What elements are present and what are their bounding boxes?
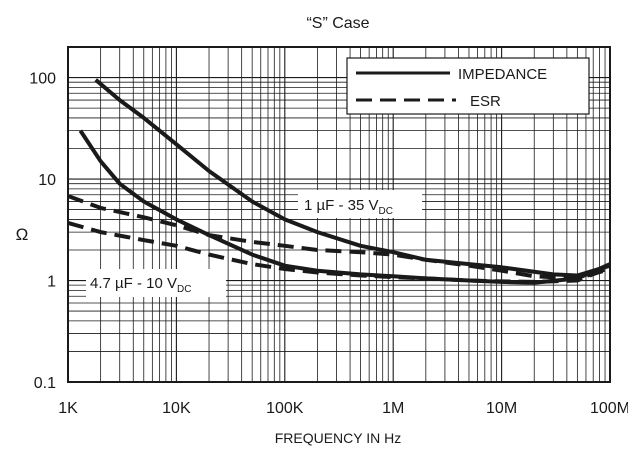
annotation-4-7uf-main: 4.7 µF - 10 V xyxy=(90,275,177,292)
annotation-1uf-sub: DC xyxy=(379,206,393,217)
x-tick-label: 100K xyxy=(266,400,304,417)
y-axis-ticks: 0.1 1 10 100 xyxy=(29,71,56,392)
chart-title: “S” Case xyxy=(306,15,369,32)
grid xyxy=(68,47,610,382)
series-line-2-dashed xyxy=(67,194,611,281)
y-axis-label: Ω xyxy=(16,225,29,244)
y-tick-label: 100 xyxy=(29,71,56,88)
x-axis-ticks: 1K 10K 100K 1M 10M 100M xyxy=(58,400,628,417)
legend-box xyxy=(346,57,590,115)
y-tick-label: 1 xyxy=(47,274,56,291)
series-line-1-solid xyxy=(94,78,611,278)
y-tick-label: 0.1 xyxy=(34,375,56,392)
x-axis-label: FREQUENCY IN Hz xyxy=(275,430,402,446)
legend: IMPEDANCE ESR xyxy=(346,57,590,115)
legend-impedance-label: IMPEDANCE xyxy=(458,66,547,83)
annotation-1uf-box xyxy=(298,190,422,218)
annotation-1uf: 1 µF - 35 VDC xyxy=(298,190,422,218)
annotation-4-7uf-box xyxy=(86,269,226,297)
annotation-1uf-text: 1 µF - 35 VDC xyxy=(304,197,393,217)
annotation-4-7uf-text: 4.7 µF - 10 VDC xyxy=(90,275,191,295)
x-tick-label: 100M xyxy=(590,400,628,417)
series-line-4-dashed xyxy=(67,220,611,284)
y-tick-label: 10 xyxy=(38,172,56,189)
x-tick-label: 10K xyxy=(162,400,191,417)
x-tick-label: 1K xyxy=(58,400,78,417)
annotation-4-7uf-sub: DC xyxy=(177,284,191,295)
annotation-4-7uf: 4.7 µF - 10 VDC xyxy=(86,269,226,297)
plot-frame xyxy=(67,46,611,383)
x-tick-label: 10M xyxy=(486,400,517,417)
series-lines xyxy=(67,78,611,285)
x-tick-label: 1M xyxy=(382,400,404,417)
annotation-1uf-main: 1 µF - 35 V xyxy=(304,197,379,214)
legend-esr-label: ESR xyxy=(470,93,501,110)
